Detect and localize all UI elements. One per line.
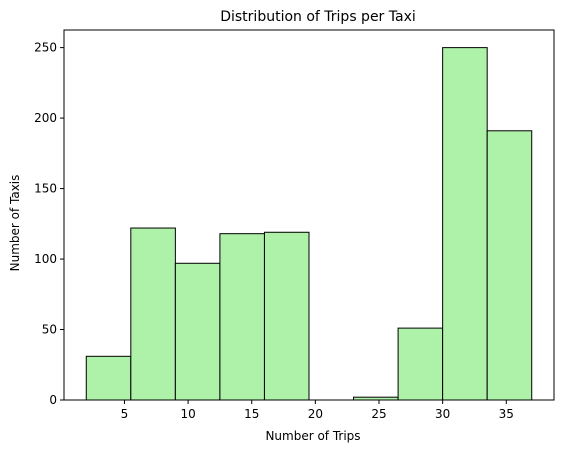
- y-tick-label: 200: [34, 111, 57, 125]
- y-axis-label: Number of Taxis: [8, 175, 22, 272]
- y-tick-label: 0: [49, 393, 57, 407]
- histogram-bar: [85, 355, 132, 401]
- x-axis-ticks: 5 10 15 20 25 30 35: [121, 400, 514, 421]
- y-axis-ticks: 0 50 100 150 200 250: [34, 41, 64, 407]
- x-tick-label: 20: [308, 407, 323, 421]
- x-tick-label: 35: [499, 407, 514, 421]
- histogram-bar: [130, 227, 176, 401]
- y-tick-label: 150: [34, 182, 57, 196]
- x-tick-label: 10: [180, 407, 195, 421]
- y-tick-label: 100: [34, 252, 57, 266]
- y-tick-label: 250: [34, 41, 57, 55]
- x-axis-label: Number of Trips: [265, 429, 360, 443]
- histogram-bar: [219, 233, 265, 401]
- bars-group: [85, 47, 533, 401]
- x-tick-label: 25: [371, 407, 386, 421]
- y-tick-label: 50: [42, 323, 57, 337]
- histogram-bar: [397, 327, 444, 401]
- histogram-bar: [263, 231, 310, 401]
- histogram-bar: [486, 130, 533, 401]
- x-tick-label: 30: [435, 407, 450, 421]
- plot-frame: [63, 29, 555, 401]
- x-tick-label: 15: [244, 407, 259, 421]
- histogram-bar: [442, 47, 488, 401]
- chart-title: Distribution of Trips per Taxi: [220, 9, 416, 25]
- histogram-bar: [174, 262, 221, 401]
- x-tick-label: 5: [121, 407, 129, 421]
